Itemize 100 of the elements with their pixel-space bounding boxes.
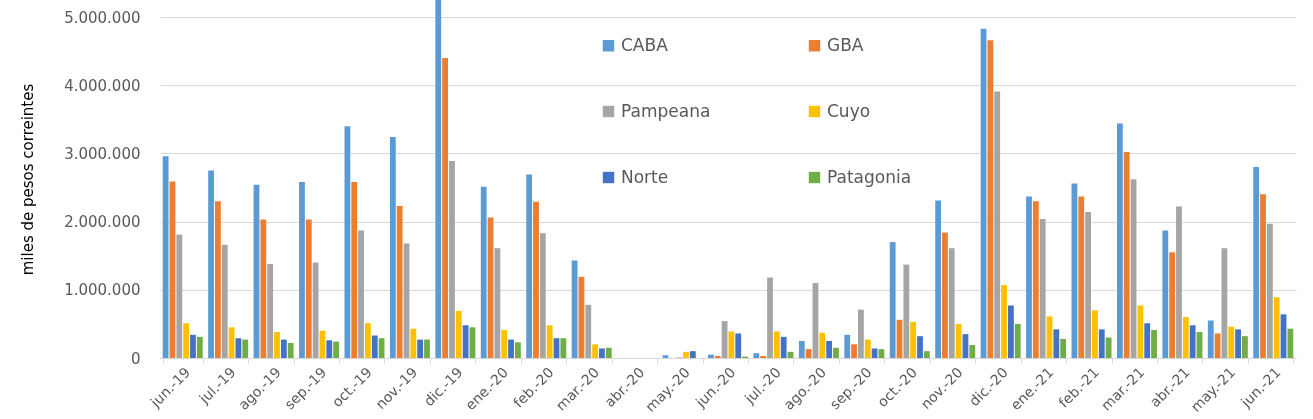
- bar: [1007, 305, 1014, 358]
- bar: [190, 334, 196, 358]
- bar: [1228, 326, 1235, 358]
- bar: [344, 126, 351, 358]
- bar: [833, 347, 839, 358]
- bar: [903, 264, 910, 358]
- bar: [364, 323, 371, 358]
- bar: [435, 0, 442, 358]
- bar: [351, 182, 358, 358]
- bar: [1253, 167, 1260, 358]
- bar: [280, 339, 287, 358]
- bar: [780, 336, 787, 358]
- bar: [260, 219, 267, 358]
- bar: [1151, 330, 1157, 358]
- bar: [662, 355, 669, 358]
- bar: [889, 242, 896, 358]
- bar: [267, 263, 274, 358]
- bar: [410, 328, 417, 358]
- y-tick-label: 2.000.000: [64, 213, 141, 232]
- bar: [1060, 338, 1067, 358]
- bar: [767, 277, 773, 358]
- bar: [539, 233, 546, 358]
- bar: [805, 349, 812, 358]
- bar: [1273, 297, 1280, 358]
- bar: [1266, 223, 1273, 358]
- bar: [176, 234, 183, 358]
- legend-label: Norte: [621, 166, 669, 187]
- bar: [708, 354, 714, 358]
- bar: [312, 262, 319, 358]
- bar: [333, 341, 340, 358]
- bar: [1137, 305, 1144, 358]
- legend-label: Cuyo: [827, 100, 871, 121]
- bar: [546, 325, 553, 358]
- legend-label: Pampeana: [621, 100, 711, 121]
- bar: [871, 348, 878, 358]
- bar: [221, 244, 228, 358]
- bar: [424, 339, 430, 358]
- bar: [1235, 329, 1241, 358]
- bar: [1260, 194, 1266, 358]
- bar: [753, 353, 760, 358]
- bar: [1144, 323, 1151, 358]
- bar: [480, 186, 487, 358]
- bar: [287, 343, 294, 358]
- bar: [844, 334, 851, 358]
- y-tick-label: 1.000.000: [64, 281, 141, 300]
- bar: [942, 232, 948, 358]
- bar: [1039, 218, 1046, 358]
- bar: [396, 205, 403, 358]
- bar: [560, 338, 567, 358]
- bar: [923, 351, 930, 358]
- bar: [910, 321, 917, 358]
- bar: [760, 355, 767, 358]
- bar: [1105, 337, 1112, 358]
- legend-label: GBA: [827, 34, 864, 55]
- bar: [1085, 212, 1092, 358]
- bar: [1078, 196, 1085, 358]
- bar: [1001, 285, 1007, 358]
- bar: [994, 91, 1001, 358]
- y-axis-title: miles de pesos correintes: [19, 83, 38, 276]
- bar: [1207, 320, 1214, 358]
- bar: [274, 332, 280, 358]
- bar: [585, 304, 592, 358]
- bar: [1287, 328, 1294, 358]
- bar: [917, 336, 923, 358]
- bar: [605, 347, 612, 358]
- bar: [819, 332, 826, 358]
- bar: [858, 309, 864, 358]
- bar: [798, 340, 805, 358]
- bar: [683, 351, 689, 358]
- bar: [948, 248, 955, 358]
- bar: [714, 355, 721, 358]
- bar: [183, 323, 190, 358]
- bar: [1176, 206, 1182, 358]
- y-tick-label: 4.000.000: [64, 76, 141, 95]
- bar: [1189, 325, 1196, 358]
- bar: [1014, 323, 1021, 358]
- bar: [533, 201, 539, 358]
- bar: [215, 201, 221, 358]
- bar: [1098, 329, 1105, 358]
- bar: [242, 339, 249, 358]
- y-tick-label: 3.000.000: [64, 144, 141, 163]
- bar: [955, 323, 962, 358]
- bar: [1162, 230, 1169, 358]
- bar: [1242, 336, 1248, 358]
- bar: [449, 160, 455, 358]
- bar: [326, 340, 333, 358]
- bar: [826, 340, 833, 358]
- bar: [299, 182, 305, 358]
- bar: [1032, 201, 1039, 358]
- bar: [773, 331, 780, 358]
- bar: [1026, 196, 1032, 358]
- legend-label: CABA: [621, 34, 669, 55]
- bar: [358, 230, 364, 358]
- bar: [1182, 317, 1189, 358]
- bar: [508, 339, 514, 358]
- bar: [162, 156, 169, 358]
- legend-label: Patagonia: [827, 166, 912, 187]
- bar: [599, 348, 605, 358]
- y-tick-label: 5.000.000: [64, 8, 141, 27]
- bar: [1116, 123, 1123, 358]
